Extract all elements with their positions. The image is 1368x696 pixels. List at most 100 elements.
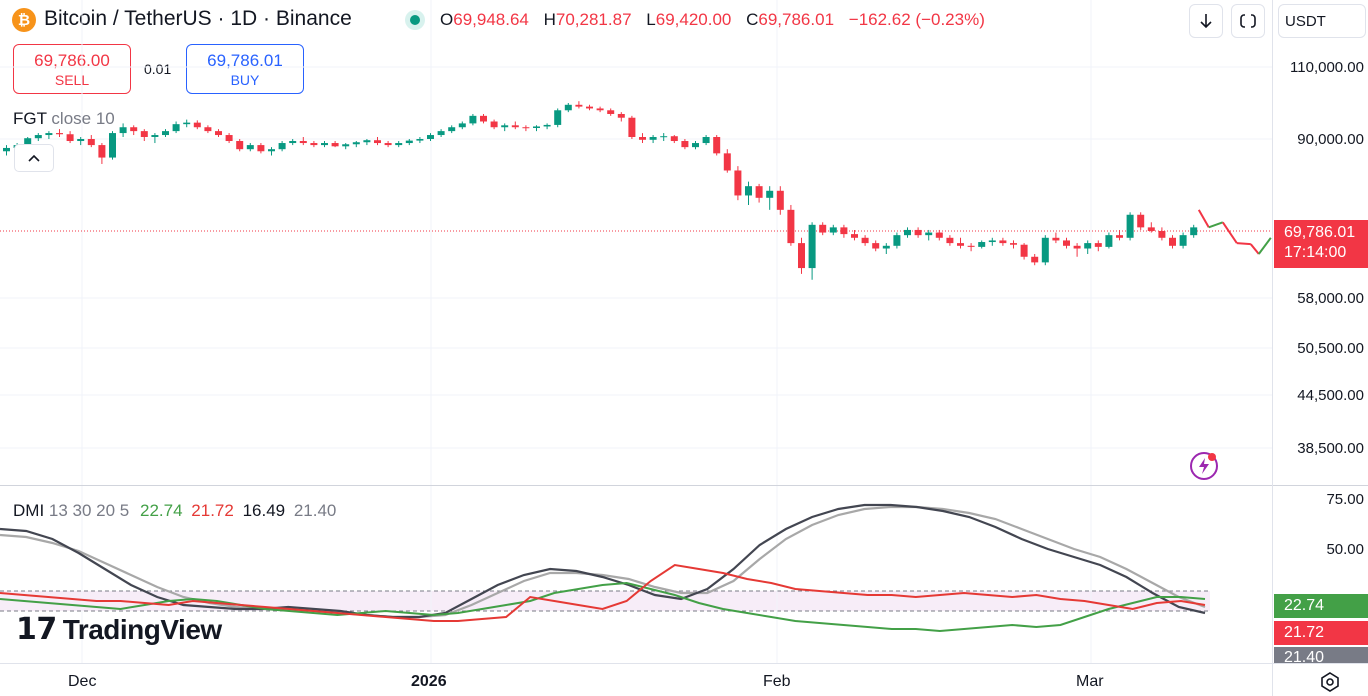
candle-body — [236, 141, 244, 150]
forecast-line-segment — [1221, 221, 1238, 244]
candle-body — [1116, 235, 1123, 238]
forecast-line-segment — [1257, 237, 1272, 255]
forecast-line-segment — [1197, 209, 1210, 228]
dmi-adx-line — [0, 503, 1206, 619]
candle-body — [66, 134, 74, 142]
candle-body — [331, 143, 339, 147]
candle-body — [1137, 214, 1145, 228]
pane-divider[interactable] — [0, 485, 1368, 486]
candle-body — [649, 137, 657, 140]
candle-body — [564, 104, 572, 111]
candle-body — [596, 108, 604, 111]
candle-body — [829, 227, 837, 233]
candle-body — [480, 115, 487, 122]
dmi-legend[interactable]: DMI 13 30 20 5 22.74 21.72 16.49 21.40 — [13, 501, 336, 521]
candle-body — [575, 104, 583, 107]
collapse-legend-button[interactable] — [14, 144, 54, 172]
candle-body — [1010, 243, 1017, 245]
candle-body — [119, 127, 127, 134]
candle-body — [458, 123, 466, 128]
candle-body — [109, 133, 116, 158]
price-chart[interactable] — [0, 0, 1272, 485]
forecast-line-segment — [1208, 221, 1224, 229]
candle-body — [501, 125, 509, 128]
candle-body — [681, 141, 689, 148]
candle-body — [193, 122, 201, 128]
candle-body — [882, 245, 890, 249]
candle-body — [1063, 240, 1070, 246]
fullscreen-button[interactable] — [1231, 4, 1265, 38]
candle-body — [745, 186, 752, 196]
open-key: O — [440, 10, 454, 29]
tradingview-logo: 𝟭𝟳 TradingView — [16, 612, 222, 647]
low-key: L — [646, 10, 656, 29]
candle-body — [851, 234, 858, 238]
indicator-legend[interactable]: FGT close 10 — [13, 109, 115, 129]
candle-body — [257, 145, 265, 152]
candle-body — [1020, 244, 1028, 257]
buy-price: 69,786.01 — [207, 51, 283, 70]
candle-body — [77, 139, 85, 142]
arrow-down-icon — [1200, 14, 1212, 29]
candle-body — [935, 232, 943, 238]
price-tick: 58,000.00 — [1297, 290, 1364, 307]
candle-body — [172, 124, 180, 132]
candle-body — [225, 135, 233, 142]
candle-body — [607, 110, 615, 114]
candle-body — [543, 124, 551, 127]
candle-body — [437, 131, 445, 136]
candle-body — [787, 209, 795, 244]
candle-body — [246, 145, 254, 150]
high-value: 70,281.87 — [555, 10, 632, 29]
time-tick: Dec — [68, 673, 97, 690]
candle-body — [469, 115, 477, 124]
candle-body — [24, 138, 32, 146]
candle-body — [427, 135, 434, 139]
sell-price: 69,786.00 — [34, 51, 110, 70]
candle-body — [734, 170, 742, 196]
candle-body — [98, 145, 106, 158]
time-axis-divider — [0, 663, 1368, 664]
chevron-up-icon — [28, 154, 40, 162]
dmi-plus-tag: 22.74 — [1274, 594, 1368, 618]
sell-button[interactable]: 69,786.00 SELL — [13, 44, 131, 94]
candle-body — [140, 131, 148, 138]
forecast-line-segment — [1236, 242, 1251, 246]
sell-label: SELL — [54, 72, 90, 88]
dmi-plus-di-line — [0, 581, 1206, 633]
candle-body — [1179, 235, 1187, 246]
buy-button[interactable]: 69,786.01 BUY — [186, 44, 304, 94]
candle-body — [416, 139, 424, 141]
candle-body — [151, 135, 159, 138]
candle-body — [872, 243, 880, 249]
candle-body — [978, 242, 986, 247]
candle-body — [723, 153, 731, 171]
market-status-icon[interactable] — [405, 10, 425, 30]
dmi-params: 13 30 20 5 — [48, 501, 130, 520]
dmi-plus-value: 22.74 — [140, 501, 183, 520]
dmi-name: DMI — [13, 501, 45, 520]
ohlc-readout: O69,948.64 H70,281.87 L69,420.00 C69,786… — [440, 10, 995, 30]
candle-body — [1126, 214, 1134, 238]
candle-body — [363, 140, 371, 143]
candle-body — [1158, 230, 1166, 238]
candle-body — [299, 141, 307, 144]
candle-body — [904, 229, 911, 236]
currency-button[interactable]: USDT — [1278, 4, 1366, 38]
candle-body — [702, 137, 710, 144]
spread-value: 0.01 — [144, 61, 172, 77]
candle-body — [819, 224, 827, 233]
time-tick: Mar — [1076, 673, 1104, 690]
dmi-minus-tag: 21.72 — [1274, 621, 1368, 645]
candle-body — [162, 131, 169, 136]
logo-text: TradingView — [62, 614, 222, 645]
symbol-title[interactable]: Bitcoin / TetherUS · 1D · Binance — [44, 7, 352, 30]
dmi-chart[interactable] — [0, 486, 1272, 663]
spark-icon[interactable] — [1188, 450, 1220, 482]
candle-body — [1041, 237, 1049, 263]
download-button[interactable] — [1189, 4, 1223, 38]
dmi-adxr-value: 21.40 — [293, 501, 337, 520]
candle-body — [533, 126, 540, 129]
dmi-minus-value: 21.72 — [191, 501, 234, 520]
settings-icon[interactable] — [1318, 670, 1342, 694]
